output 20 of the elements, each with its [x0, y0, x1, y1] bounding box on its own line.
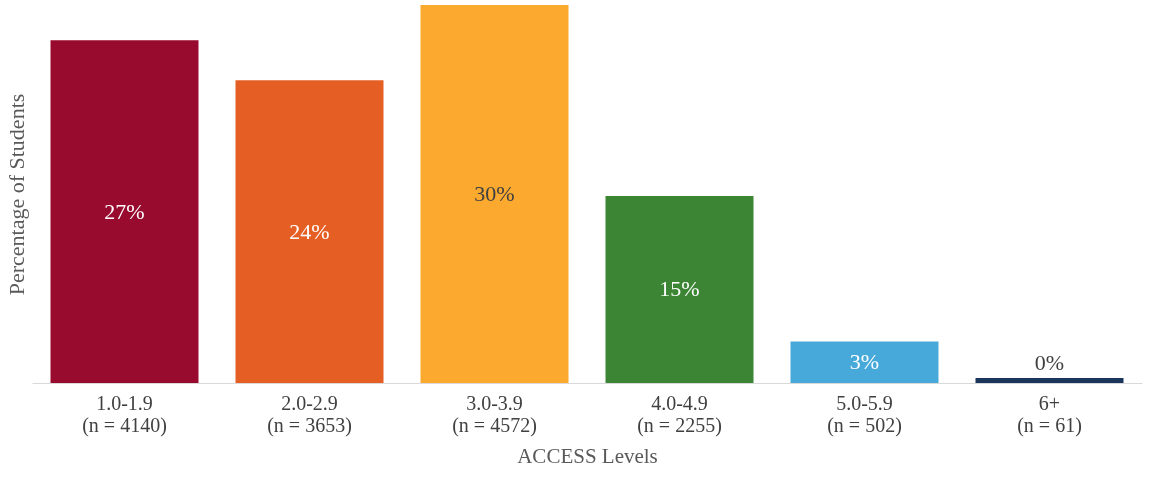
bar: [605, 195, 754, 383]
x-tick-label: 6+ (n = 61): [1017, 391, 1082, 437]
x-tick-label: 1.0-1.9 (n = 4140): [82, 391, 167, 437]
bar: [50, 40, 199, 383]
bar: [975, 377, 1124, 383]
x-tick-label: 5.0-5.9 (n = 502): [827, 391, 902, 437]
data-label: 27%: [104, 198, 145, 224]
data-label: 0%: [1034, 349, 1065, 375]
bar: [790, 341, 939, 383]
y-axis-title: Percentage of Students: [3, 93, 29, 296]
x-axis-title: ACCESS Levels: [517, 443, 658, 468]
x-tick-label: 4.0-4.9 (n = 2255): [637, 391, 722, 437]
bar: [235, 80, 384, 383]
x-tick-label: 3.0-3.9 (n = 4572): [452, 391, 537, 437]
bar: [420, 5, 569, 383]
data-label: 24%: [289, 218, 330, 244]
data-label: 15%: [659, 276, 700, 302]
x-tick-label: 2.0-2.9 (n = 3653): [267, 391, 352, 437]
data-label: 30%: [474, 181, 515, 206]
data-label: 3%: [849, 349, 880, 375]
